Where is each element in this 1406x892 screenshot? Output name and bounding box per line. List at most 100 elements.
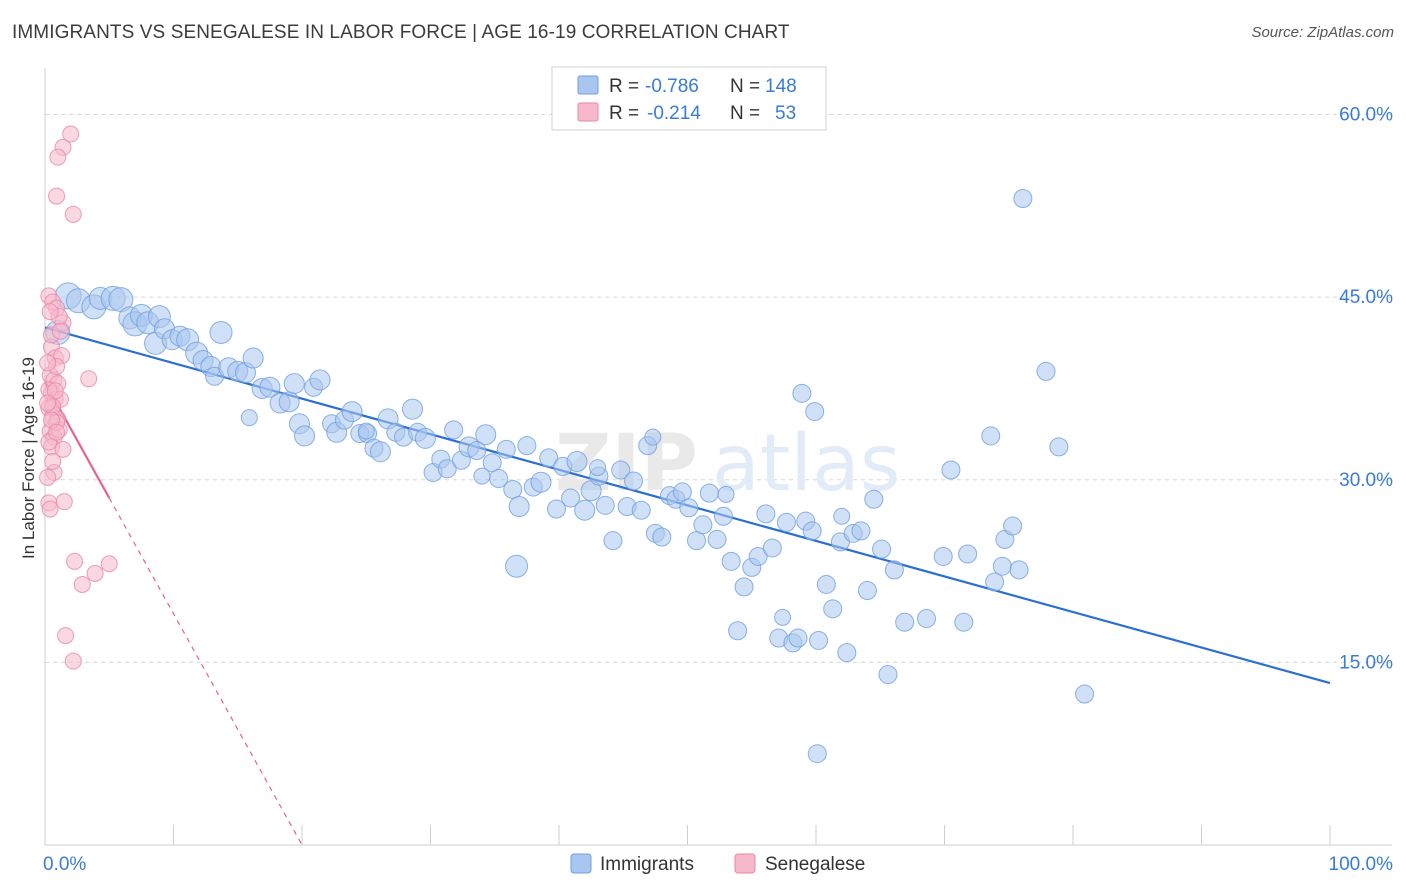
y-axis-label: In Labor Force | Age 16-19	[19, 357, 38, 559]
point-immigrants-66	[546, 499, 566, 519]
point-immigrants-70	[574, 499, 596, 521]
point-immigrants-107	[816, 574, 836, 594]
legend-label-senegalese[interactable]: Senegalese	[765, 854, 865, 875]
stats-n-label-immigrants: N =	[730, 76, 760, 97]
point-senegalese-35	[73, 575, 91, 593]
y-tick-label-30: 30.0%	[1339, 470, 1393, 491]
source-credit: Source: ZipAtlas.com	[1251, 24, 1394, 41]
point-immigrants-68	[561, 488, 581, 508]
point-immigrants-65	[539, 448, 559, 468]
point-immigrants-46	[402, 398, 424, 420]
point-immigrants-124	[981, 426, 1001, 446]
stats-n-label-senegalese: N =	[730, 103, 760, 124]
point-senegalese-31	[80, 370, 98, 388]
point-immigrants-114	[864, 489, 884, 509]
point-immigrants-89	[707, 529, 727, 549]
point-immigrants-38	[341, 401, 363, 423]
point-immigrants-119	[917, 609, 937, 629]
point-immigrants-78	[631, 500, 651, 520]
point-immigrants-139	[357, 422, 375, 440]
point-senegalese-34	[100, 555, 118, 573]
point-immigrants-129	[1009, 560, 1029, 580]
point-immigrants-131	[1036, 361, 1056, 381]
point-senegalese-45	[39, 468, 57, 486]
point-senegalese-49	[39, 394, 57, 412]
point-immigrants-92	[728, 621, 748, 641]
trend-lines	[44, 326, 1331, 846]
point-immigrants-34	[309, 369, 331, 391]
y-tick-label-45: 45.0%	[1339, 287, 1393, 308]
point-immigrants-105	[805, 402, 825, 422]
legend-swatch-immigrants[interactable]	[570, 853, 592, 874]
point-immigrants-87	[693, 515, 713, 535]
stats-r-label-senegalese: R =	[609, 103, 639, 124]
point-immigrants-117	[884, 560, 904, 580]
point-immigrants-126	[992, 556, 1012, 576]
point-immigrants-59	[496, 439, 516, 459]
point-senegalese-47	[41, 303, 59, 321]
point-immigrants-93	[734, 577, 754, 597]
point-immigrants-32	[294, 425, 316, 447]
stats-n-value-senegalese: 53	[775, 103, 796, 124]
point-immigrants-132	[1049, 437, 1069, 457]
data-points	[39, 125, 1095, 764]
point-immigrants-137	[774, 608, 792, 626]
point-senegalese-29	[55, 493, 73, 511]
stats-r-value-immigrants: -0.786	[645, 76, 699, 97]
point-immigrants-21	[209, 320, 233, 344]
stats-swatch-senegalese	[577, 102, 599, 122]
point-immigrants-121	[941, 460, 961, 480]
point-immigrants-90	[713, 506, 733, 526]
point-immigrants-97	[762, 538, 782, 558]
point-immigrants-106	[809, 630, 829, 650]
point-immigrants-60	[503, 480, 523, 500]
point-immigrants-29	[278, 391, 300, 413]
point-immigrants-55	[467, 441, 487, 461]
point-immigrants-27	[259, 376, 281, 398]
point-immigrants-138	[240, 409, 258, 427]
y-tick-label-15: 15.0%	[1339, 652, 1393, 673]
point-immigrants-120	[933, 546, 953, 566]
point-immigrants-75	[611, 460, 631, 480]
point-senegalese-1	[62, 125, 80, 143]
point-immigrants-143	[833, 507, 851, 525]
point-immigrants-116	[878, 665, 898, 685]
point-senegalese-2	[49, 148, 67, 166]
point-immigrants-140	[473, 467, 491, 485]
point-immigrants-30	[283, 373, 305, 395]
point-immigrants-64	[530, 471, 552, 493]
grid-lines	[45, 114, 1392, 663]
axes	[44, 68, 1392, 846]
point-immigrants-101	[788, 628, 808, 648]
point-senegalese-51	[48, 423, 66, 441]
point-immigrants-88	[699, 483, 719, 503]
legend-label-immigrants[interactable]: Immigrants	[600, 854, 694, 875]
point-immigrants-134	[807, 744, 827, 764]
point-senegalese-33	[86, 565, 104, 583]
point-senegalese-36	[57, 627, 75, 645]
point-senegalese-3	[48, 187, 66, 205]
point-immigrants-48	[414, 427, 436, 449]
point-senegalese-46	[51, 322, 69, 340]
point-senegalese-4	[64, 205, 82, 223]
point-immigrants-118	[895, 612, 915, 632]
point-immigrants-84	[672, 482, 692, 502]
point-immigrants-52	[444, 420, 464, 440]
point-immigrants-122	[954, 612, 974, 632]
point-immigrants-56	[475, 424, 497, 446]
point-senegalese-37	[64, 652, 82, 670]
point-immigrants-61	[508, 496, 530, 518]
y-tick-labels: 15.0% 30.0% 45.0% 60.0%	[1339, 105, 1393, 674]
point-immigrants-25	[242, 347, 264, 369]
point-immigrants-136	[644, 428, 662, 446]
point-immigrants-96	[756, 504, 776, 524]
point-immigrants-142	[717, 485, 735, 503]
point-immigrants-113	[857, 581, 877, 601]
point-immigrants-73	[595, 495, 615, 515]
point-immigrants-128	[1003, 516, 1023, 536]
legend-swatch-senegalese[interactable]	[734, 853, 756, 874]
point-immigrants-86	[686, 531, 706, 551]
point-immigrants-141	[589, 459, 607, 477]
point-immigrants-74	[603, 531, 623, 551]
